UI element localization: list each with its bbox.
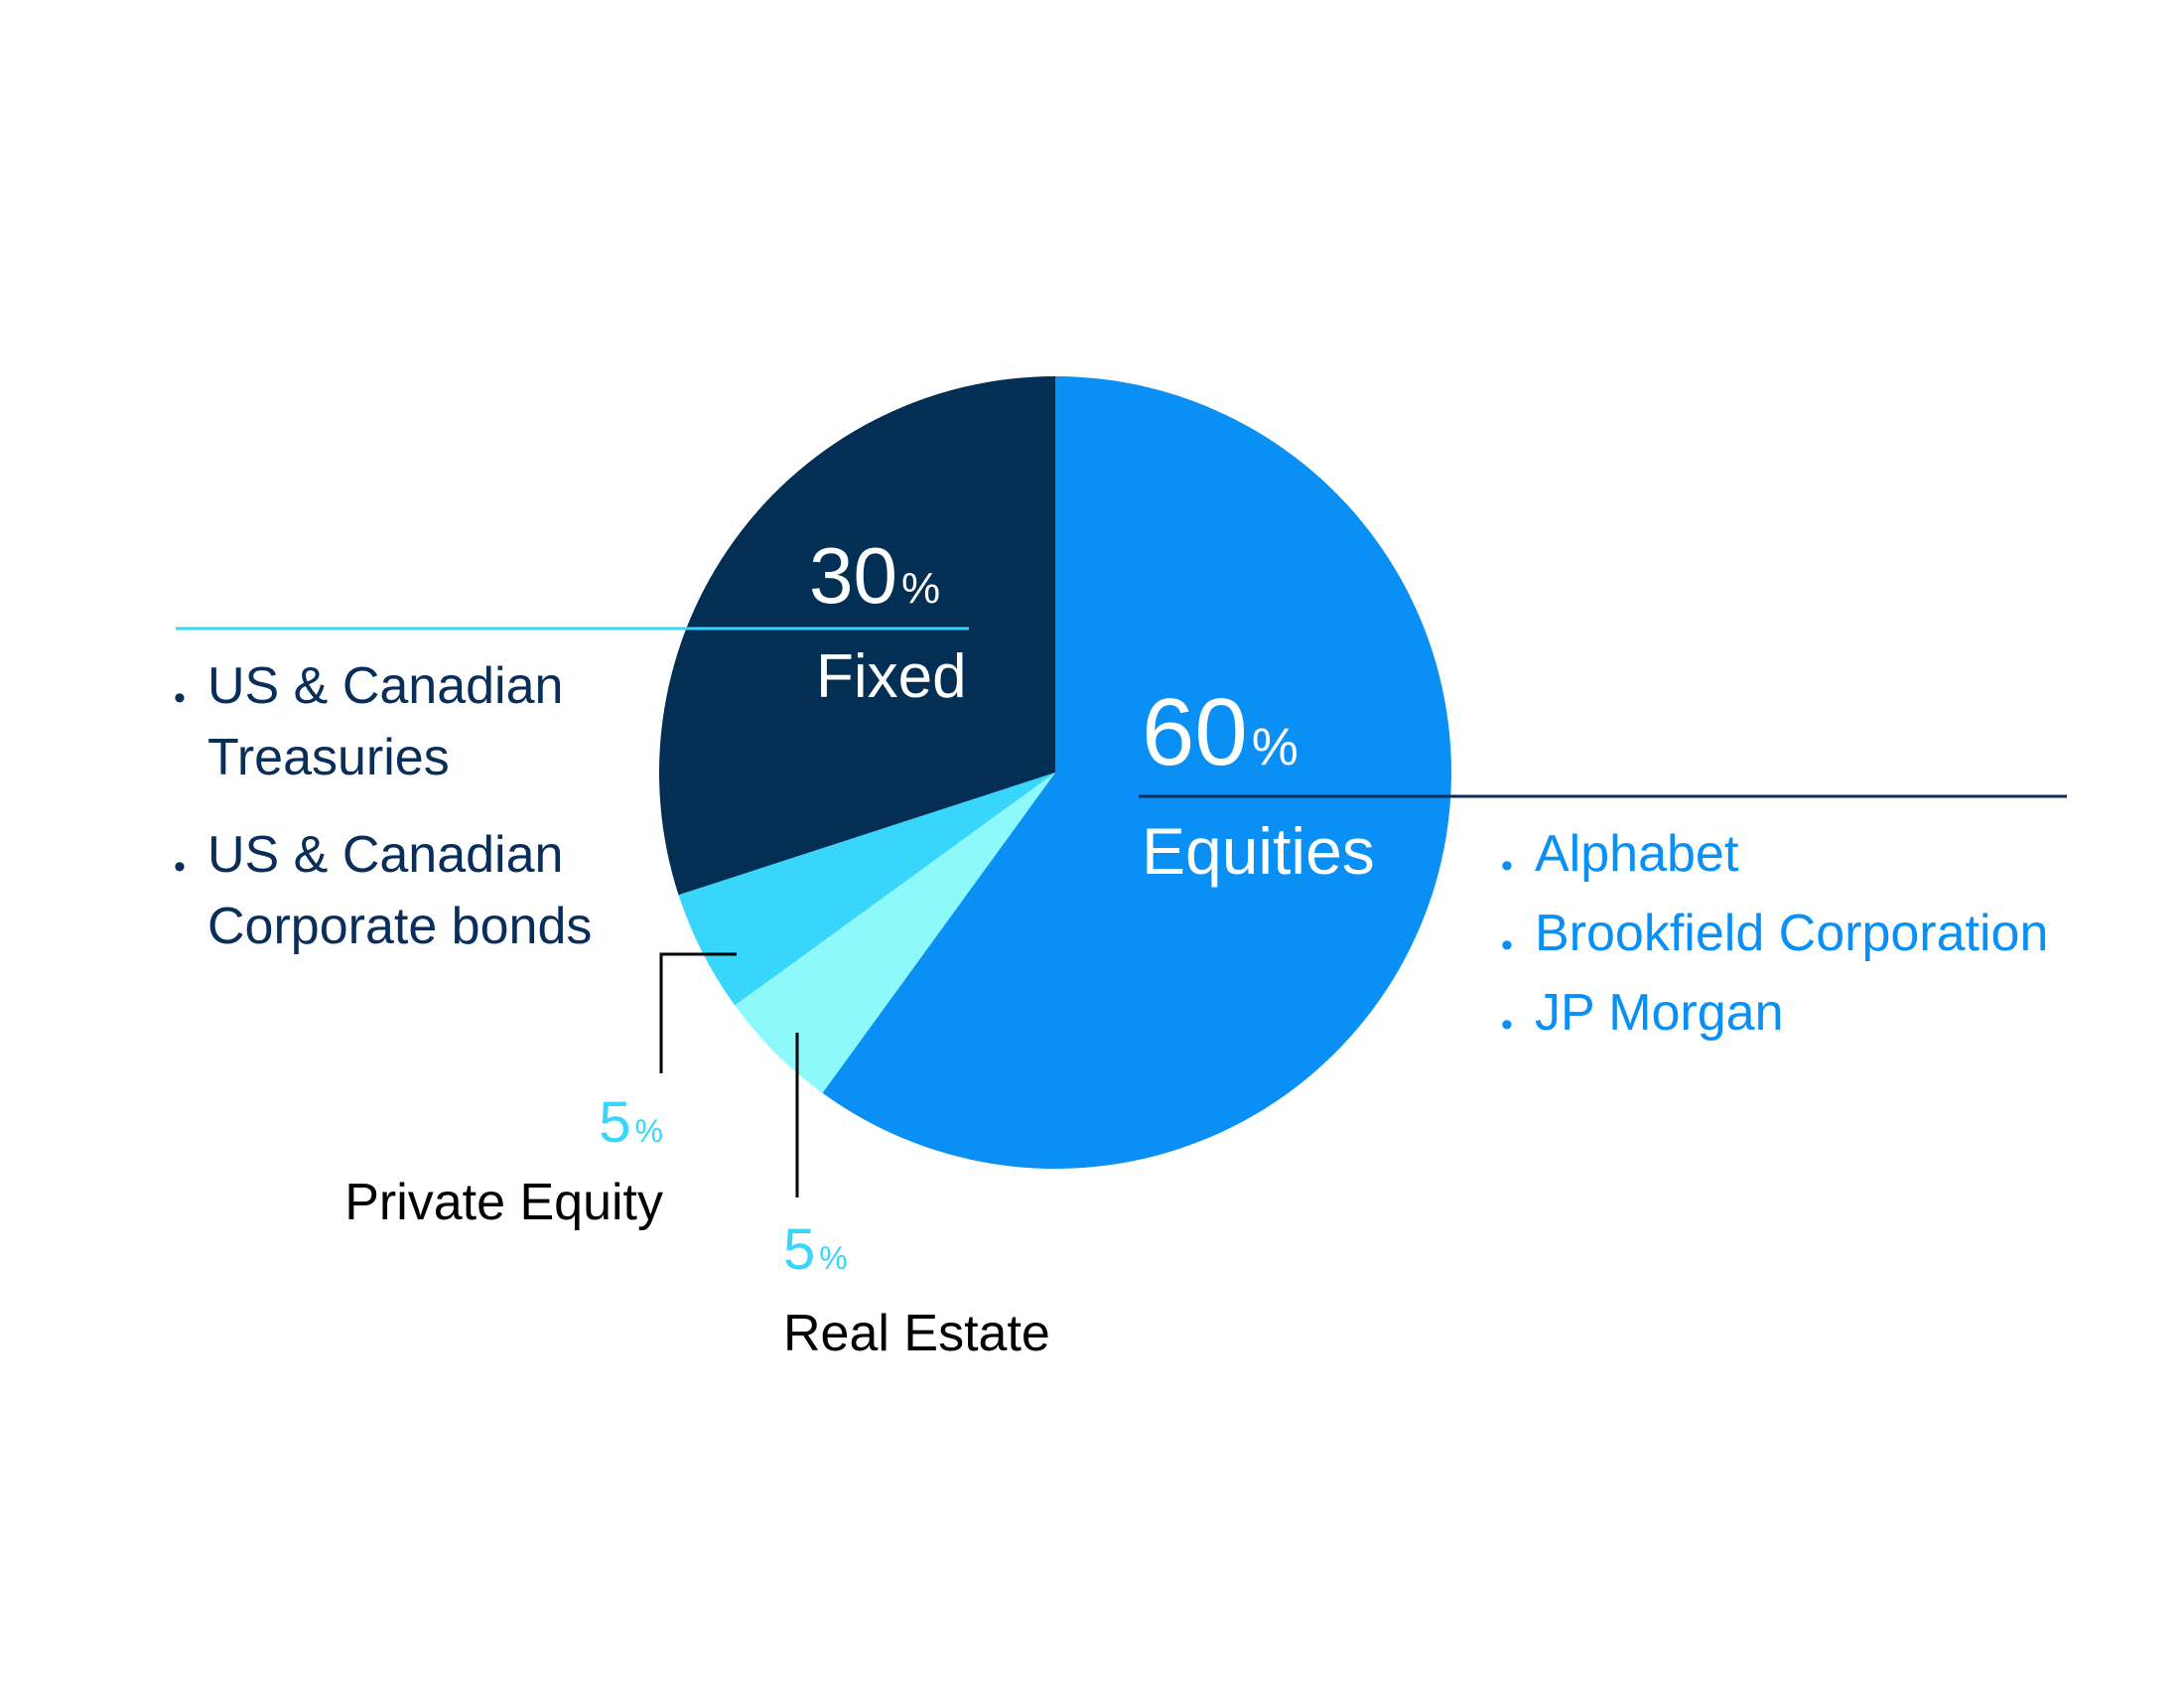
item-list: AlphabetBrookfield CorporationJP Morgan: [1501, 814, 2048, 1064]
pie-slice: [678, 773, 1055, 1006]
list-item: US & Canadian Corporate bonds: [174, 819, 640, 962]
value-label: 5%: [599, 1090, 663, 1155]
labels: 60% Equities 5 % Real Estate 5 % Private Equity…: [344, 531, 1375, 1362]
category-label: Private Equity: [344, 1174, 663, 1231]
item-list: US & Canadian Treasuries US & Canadian Co…: [174, 650, 640, 988]
value-label: 30%: [809, 531, 940, 620]
pie-slice: [822, 376, 1452, 1169]
list-item: US & Canadian Treasuries: [174, 650, 640, 793]
category-label: Real Estate: [783, 1305, 1050, 1362]
connector: [659, 952, 737, 1073]
list-item: Alphabet: [1501, 814, 2048, 906]
list-item: Brookfield Corporation: [1501, 894, 2048, 985]
category-label: Fixed: [816, 642, 967, 711]
category-label: Equities: [1142, 814, 1375, 888]
list-item: JP Morgan: [1501, 973, 2048, 1064]
pie-slice: [659, 376, 1055, 896]
value-label: 5%: [783, 1217, 848, 1282]
pie-slice: [735, 773, 1055, 1093]
value-label: 60%: [1142, 679, 1298, 785]
pie: [659, 376, 1452, 1169]
